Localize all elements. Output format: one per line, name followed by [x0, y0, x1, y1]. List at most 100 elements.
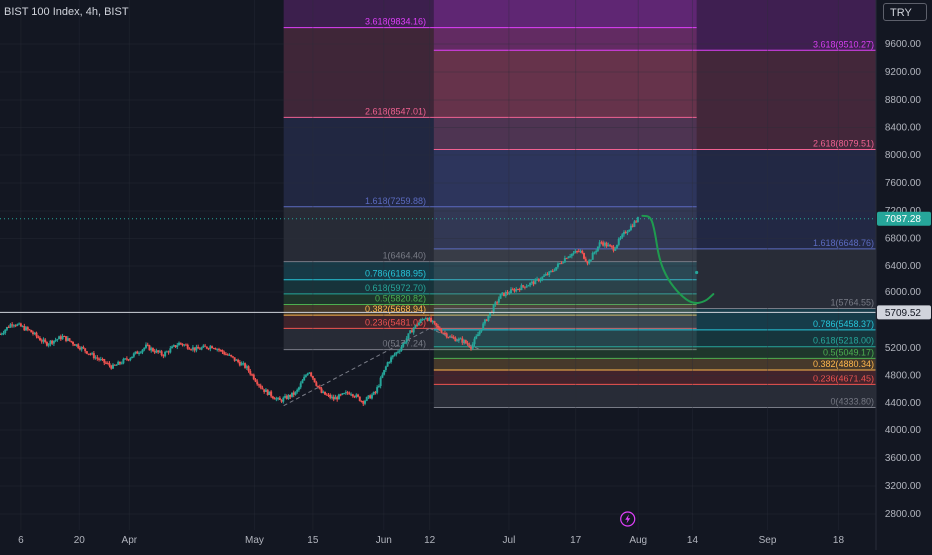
candle-body-19 [32, 332, 35, 334]
fibonacci-extensions[interactable]: 3.618(9834.16) 2.618(8547.01) 1.618(7259.8… [283, 0, 876, 408]
projection-curve[interactable] [641, 214, 715, 305]
candle-body-80 [138, 353, 141, 355]
fib-left-level-label-1: 2.618(8547.01) [365, 106, 426, 116]
x-tick-label-10: 14 [687, 535, 699, 546]
candle-body-230 [398, 350, 401, 352]
candle-body-171 [296, 389, 299, 392]
fib-left-zone-5 [283, 279, 697, 294]
candle-body-110 [190, 349, 193, 351]
candle-body-307 [532, 281, 535, 285]
candle-body-136 [235, 359, 238, 361]
candle-body-167 [289, 395, 292, 397]
candle-body-308 [534, 279, 537, 285]
candle-body-133 [230, 354, 233, 357]
candle-body-86 [148, 345, 151, 351]
candle-body-315 [546, 274, 549, 276]
candle-body-89 [153, 351, 156, 353]
candle-body-271 [470, 346, 473, 349]
candle-body-336 [583, 253, 585, 259]
candle-body-135 [233, 357, 236, 361]
candle-body-227 [393, 354, 396, 356]
fib-trend-line-2[interactable] [429, 327, 480, 350]
candle-body-306 [530, 281, 533, 283]
candle-body-193 [334, 397, 337, 400]
drawing-projection[interactable] [283, 214, 715, 407]
candle-body-117 [202, 345, 205, 348]
candle-body-161 [278, 397, 281, 400]
candle-body-101 [174, 345, 177, 348]
candle-body-354 [614, 248, 617, 251]
candle-body-216 [374, 391, 377, 393]
candle-body-155 [268, 391, 271, 395]
candle-body-157 [271, 396, 274, 399]
candle-body-317 [549, 270, 552, 272]
candle-body-112 [193, 347, 196, 351]
candle-body-360 [624, 231, 627, 234]
candle-body-173 [299, 383, 302, 388]
fib-left-level-label-3: 1(6464.40) [382, 251, 426, 261]
candle-body-190 [329, 394, 332, 398]
candle-body-282 [489, 312, 492, 316]
candle-body-70 [120, 363, 123, 365]
candle-body-294 [510, 289, 512, 294]
fib-right-level-label-1: 2.618(8079.51) [813, 139, 874, 149]
projection-dot[interactable] [695, 270, 699, 275]
candle-body-59 [101, 359, 104, 361]
y-tick-label-6: 7200.00 [885, 206, 922, 217]
candle-body-156 [270, 391, 273, 397]
candle-body-8 [12, 325, 15, 327]
candle-body-14 [23, 326, 26, 331]
candle-body-285 [494, 302, 497, 305]
fib-right-level-label-8: 0.236(4671.45) [813, 373, 874, 383]
candle-body-256 [443, 332, 446, 334]
y-tick-label-12: 4400.00 [885, 398, 922, 409]
candle-body-144 [249, 370, 252, 375]
y-tick-label-7: 6800.00 [885, 234, 922, 245]
y-tick-label-16: 2800.00 [885, 509, 922, 520]
fib-right-zone-6 [433, 346, 876, 359]
candle-body-113 [195, 346, 198, 351]
candle-body-174 [301, 380, 304, 384]
candle-body-205 [355, 394, 358, 398]
candle-body-102 [176, 345, 179, 348]
candle-body-107 [184, 344, 187, 346]
candle-body-165 [285, 395, 288, 399]
candle-body-291 [504, 291, 507, 296]
candle-body-210 [364, 400, 366, 404]
candle-body-11 [18, 323, 21, 325]
currency-button[interactable]: TRY [883, 3, 927, 21]
candle-body-318 [551, 270, 554, 272]
candle-body-123 [212, 348, 215, 350]
candle-body-141 [244, 363, 247, 368]
candle-body-93 [160, 351, 163, 356]
candle-body-125 [216, 349, 219, 351]
candle-body-250 [433, 321, 436, 324]
candle-body-159 [275, 398, 278, 400]
candle-body-160 [277, 397, 280, 399]
lightning-icon[interactable] [620, 511, 636, 527]
fib-left-zone-0 [283, 0, 697, 28]
candle-body-48 [82, 347, 85, 349]
candle-body-203 [351, 394, 354, 397]
candle-body-2 [2, 332, 5, 334]
candle-body-240 [416, 324, 419, 326]
candle-body-24 [40, 340, 43, 342]
y-tick-label-11: 4800.00 [885, 371, 922, 382]
candle-body-184 [318, 386, 321, 389]
candle-body-215 [372, 391, 375, 395]
candle-body-23 [38, 337, 41, 341]
candle-body-299 [518, 289, 521, 291]
candle-body-189 [327, 394, 330, 396]
candle-body-276 [478, 331, 481, 335]
candle-body-239 [414, 324, 417, 328]
fib-left-level-label-6: 0.5(5820.82) [375, 294, 426, 304]
candle-body-361 [626, 231, 629, 234]
x-tick-label-6: 12 [424, 535, 436, 546]
candle-body-75 [129, 358, 132, 361]
fib-right-level-label-3: 1(5764.55) [830, 297, 874, 307]
candle-body-53 [91, 353, 94, 355]
candle-body-76 [131, 356, 134, 359]
crosshair-price-label: 5709.52 [885, 308, 922, 319]
